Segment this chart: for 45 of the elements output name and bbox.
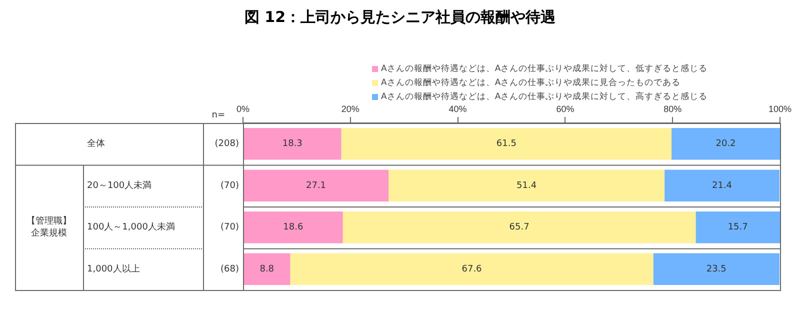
data-label: 20.2 — [716, 139, 736, 150]
y-tick-label: 1,000人以上 — [87, 263, 140, 274]
bar — [244, 212, 343, 244]
x-tick-label: 60% — [556, 104, 574, 114]
data-label: 21.4 — [712, 180, 732, 191]
bar — [696, 212, 780, 244]
y-tick-label: 100人～1,000人未満 — [87, 222, 175, 233]
legend-label: Aさんの報酬や待遇などは、Aさんの仕事ぶりや成果に見合ったものである — [380, 77, 682, 90]
bar — [290, 253, 654, 285]
legend-label: Aさんの報酬や待遇などは、Aさんの仕事ぶりや成果に対して、高すぎると感じる — [380, 90, 708, 104]
chart-title: 図 12：上司から見たシニア社員の報酬や待遇 — [243, 8, 557, 27]
data-label: 51.4 — [516, 180, 537, 191]
bar — [244, 170, 389, 202]
text: 【管理職】 — [26, 216, 72, 227]
x-tick-label: 100% — [768, 104, 792, 114]
data-label: 23.5 — [706, 264, 726, 274]
data-label: 65.7 — [509, 222, 530, 233]
data-label: 18.3 — [282, 139, 302, 150]
text: (208) — [214, 139, 239, 150]
legend-label: Aさんの報酬や待遇などは、Aさんの仕事ぶりや成果に対して、低すぎると感じる — [380, 62, 708, 76]
x-tick-label: 40% — [448, 104, 467, 114]
y-tick-label: 全体 — [87, 138, 105, 150]
x-tick-label: 80% — [664, 104, 682, 114]
bar — [342, 212, 696, 244]
bar — [664, 170, 780, 202]
text: (68) — [220, 264, 239, 274]
x-tick-label: 0% — [236, 104, 250, 114]
bar — [244, 253, 290, 285]
y-tick-label: 20～100人未満 — [87, 180, 152, 191]
bar — [341, 128, 672, 160]
bar — [653, 253, 780, 285]
x-tick-label: 20% — [341, 104, 360, 114]
data-label: 8.8 — [260, 264, 274, 274]
data-label: 67.6 — [462, 264, 482, 274]
bar — [244, 128, 342, 160]
text: (70) — [220, 180, 239, 191]
data-label: 15.7 — [728, 222, 748, 233]
bar — [672, 128, 780, 160]
text: n= — [212, 110, 225, 120]
text: (70) — [220, 222, 239, 233]
text: 企業規模 — [31, 228, 67, 239]
data-label: 61.5 — [496, 139, 516, 150]
data-label: 27.1 — [306, 180, 326, 191]
data-label: 18.6 — [283, 222, 304, 233]
bar — [388, 170, 665, 202]
